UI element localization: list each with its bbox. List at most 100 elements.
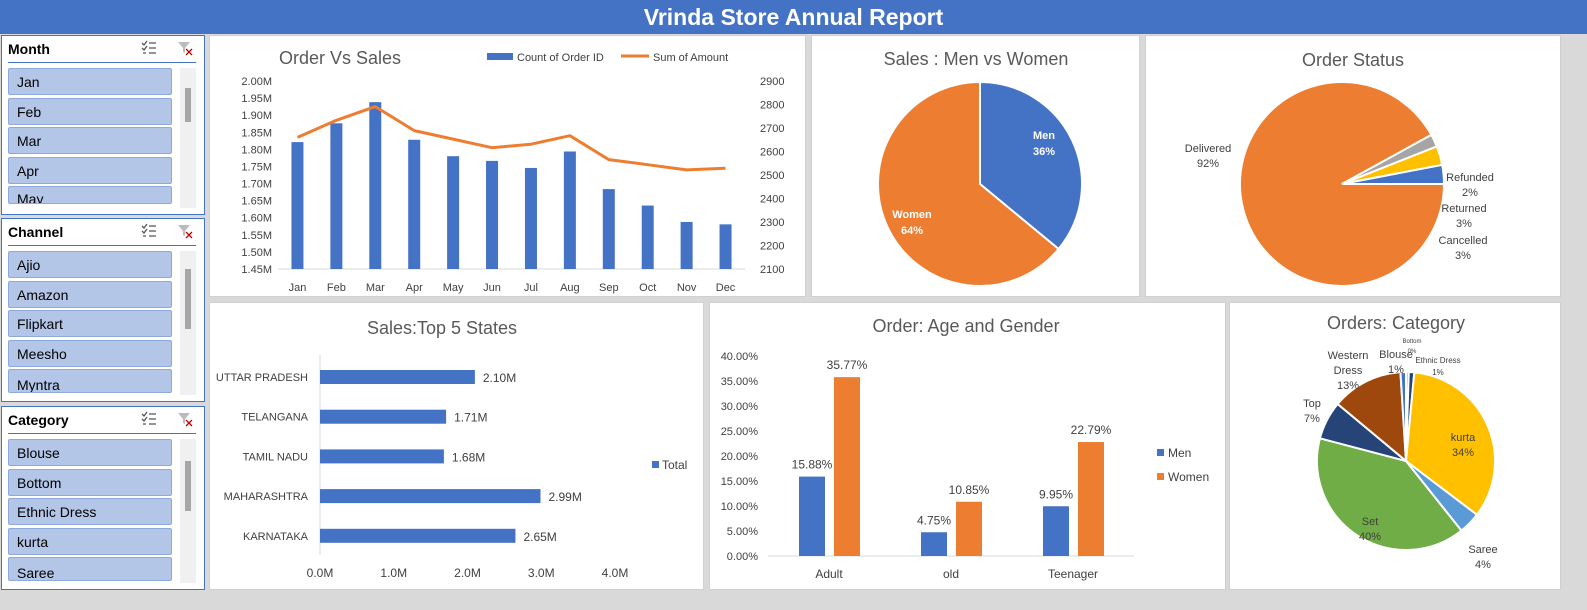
y-right-tick-label: 2300 — [760, 217, 784, 229]
bar-mar — [369, 102, 382, 270]
scrollbar-thumb[interactable] — [185, 269, 191, 329]
scrollbar[interactable] — [180, 68, 196, 208]
pie-slice-set — [1315, 437, 1463, 551]
x-tick-label: 0.0M — [307, 566, 334, 580]
y-tick-label: 20.00% — [721, 451, 759, 463]
slice-label: Ethnic Dress — [1415, 356, 1460, 365]
sales-line — [296, 105, 726, 172]
slice-label: Dress — [1334, 365, 1363, 377]
y-tick-label: 10.00% — [721, 501, 759, 513]
y-tick-label: TELANGANA — [241, 412, 308, 424]
y-left-tick-label: 1.85M — [241, 127, 272, 139]
y-tick-label: UTTAR PRADESH — [216, 372, 308, 384]
slicer-item-may[interactable]: May — [8, 186, 172, 205]
order-vs-sales-chart: Order Vs Sales Count of Order ID Sum of Am… — [241, 48, 784, 294]
clear-filter-icon[interactable] — [176, 222, 194, 240]
bar-teenager-women — [1078, 442, 1104, 556]
slicer-item-apr[interactable]: Apr — [8, 156, 172, 184]
scrollbar[interactable] — [180, 251, 196, 395]
bar-adult-women — [834, 377, 860, 556]
pie-slice-kurta — [1404, 371, 1496, 517]
chart-title: Order: Age and Gender — [872, 316, 1059, 336]
slicer-title: Category — [8, 412, 69, 428]
legend-label: Count of Order ID — [517, 52, 604, 64]
bar-tamil-nadu — [320, 449, 444, 464]
legend-swatch-women — [1157, 473, 1164, 480]
slicer-item-saree[interactable]: Saree — [8, 557, 172, 582]
slicer-item-amazon[interactable]: Amazon — [8, 280, 172, 308]
slice-value: 92% — [1197, 158, 1219, 170]
slicer-item-feb[interactable]: Feb — [8, 97, 172, 125]
y-tick-label: 40.00% — [721, 351, 759, 363]
legend-label: Sum of Amount — [653, 52, 728, 64]
slice-value: 64% — [901, 225, 923, 237]
legend-swatch-bar — [487, 53, 513, 60]
bar-apr — [408, 139, 421, 269]
slicer-header: Channel — [8, 219, 196, 246]
bar-teenager-men — [1043, 506, 1069, 556]
multi-select-icon[interactable] — [140, 222, 158, 240]
x-tick-label: 1.0M — [380, 566, 407, 580]
slicer-item-flipkart[interactable]: Flipkart — [8, 310, 172, 338]
bar-aug — [563, 151, 576, 269]
scrollbar[interactable] — [180, 439, 196, 583]
slice-label: Bottom — [1402, 339, 1421, 345]
chart-title: Order Status — [1302, 50, 1404, 70]
legend-label: Total — [662, 458, 687, 472]
x-tick-label: Dec — [716, 282, 736, 294]
slicer-item-ajio[interactable]: Ajio — [8, 251, 172, 278]
slice-value: 40% — [1359, 531, 1381, 543]
slicer-title: Month — [8, 41, 50, 57]
multi-select-icon[interactable] — [140, 410, 158, 428]
x-tick-label: Nov — [677, 282, 697, 294]
slicer-item-list: Blouse Bottom Ethnic Dress kurta Saree — [8, 439, 172, 584]
pie-slice-cancelled — [1341, 163, 1446, 185]
slicer-item-myntra[interactable]: Myntra — [8, 369, 172, 394]
slice-value: 13% — [1337, 380, 1359, 392]
bar-value-label: 10.85% — [949, 483, 990, 497]
slice-label: Set — [1362, 516, 1379, 528]
bar-adult-men — [799, 476, 825, 556]
y-left-tick-label: 1.90M — [241, 110, 272, 122]
y-left-tick-label: 1.45M — [241, 264, 272, 276]
y-tick-label: 15.00% — [721, 476, 759, 488]
slicer-item-jan[interactable]: Jan — [8, 68, 172, 95]
slicer-item-kurta[interactable]: kurta — [8, 527, 172, 555]
slice-value: 4% — [1475, 559, 1491, 571]
x-tick-label: 2.0M — [454, 566, 481, 580]
slicer-item-mar[interactable]: Mar — [8, 127, 172, 155]
scrollbar-thumb[interactable] — [185, 461, 191, 511]
y-right-tick-label: 2100 — [760, 264, 784, 276]
legend-label: Women — [1168, 470, 1209, 484]
legend-swatch — [652, 461, 659, 468]
slicer-item-ethnic-dress[interactable]: Ethnic Dress — [8, 498, 172, 526]
x-tick-label: 4.0M — [602, 566, 629, 580]
slicer-item-bottom[interactable]: Bottom — [8, 468, 172, 496]
bar-telangana — [320, 409, 447, 424]
bar-value-label: 22.79% — [1071, 423, 1112, 437]
slicer-item-meesho[interactable]: Meesho — [8, 339, 172, 367]
y-right-tick-label: 2400 — [760, 194, 784, 206]
multi-select-icon[interactable] — [140, 39, 158, 57]
legend-label: Men — [1168, 446, 1191, 460]
x-tick-label: Mar — [366, 282, 385, 294]
clear-filter-icon[interactable] — [176, 39, 194, 57]
bar-value-label: 15.88% — [792, 458, 833, 472]
y-left-tick-label: 1.55M — [241, 230, 272, 242]
bar-value-label: 1.68M — [452, 450, 485, 464]
slicer-item-blouse[interactable]: Blouse — [8, 439, 172, 466]
x-tick-label: Apr — [406, 282, 423, 294]
scrollbar-thumb[interactable] — [185, 88, 191, 122]
clear-filter-icon[interactable] — [176, 410, 194, 428]
slicer-item-list: Jan Feb Mar Apr May — [8, 68, 172, 207]
bar-jun — [486, 160, 499, 269]
top-states-chart: Sales:Top 5 States UTTAR PRADESH 2.10M TELA… — [216, 318, 687, 580]
bar-uttar-pradesh — [320, 370, 475, 384]
orders-category-chart: Orders: Category Bottom 0%Ethnic Dress 1% ku… — [1303, 313, 1498, 571]
slice-label: Refunded — [1446, 172, 1494, 184]
y-tick-label: 5.00% — [727, 526, 758, 538]
bar-old-men — [921, 532, 947, 556]
pie-slice-delivered — [1239, 81, 1446, 287]
sales-men-women-panel: Sales : Men vs Women Men 36% Women 64% — [811, 35, 1140, 297]
y-left-tick-label: 1.60M — [241, 213, 272, 225]
